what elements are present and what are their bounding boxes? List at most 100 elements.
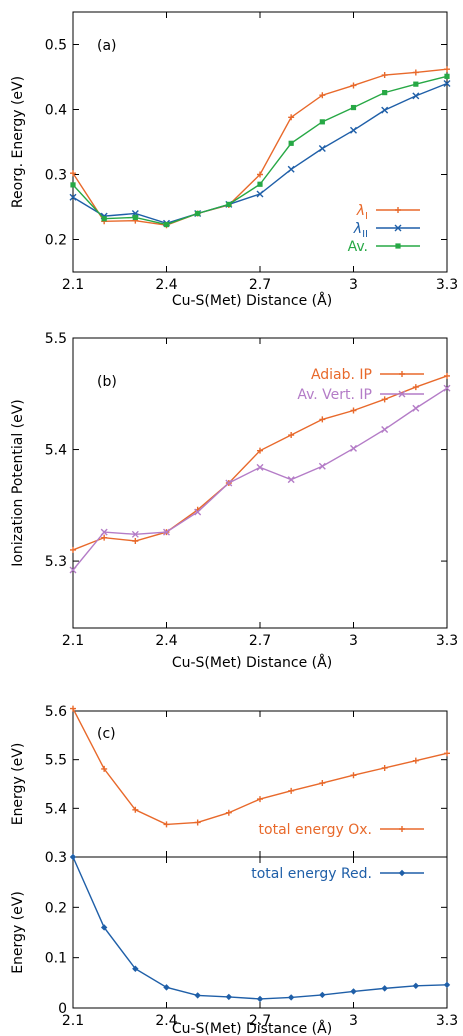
x-tick-label: 2.1 — [62, 633, 84, 649]
data-point — [444, 73, 450, 79]
data-point — [443, 981, 451, 989]
data-point — [319, 119, 325, 125]
series-line — [72, 387, 448, 571]
data-point — [163, 528, 170, 536]
legend-label: λI — [356, 203, 368, 222]
series-0 — [69, 853, 451, 1003]
y-tick-label: 0.3 — [45, 850, 67, 866]
legend-swatch-marker — [395, 207, 401, 213]
data-point — [350, 104, 357, 111]
data-point — [319, 991, 326, 999]
legend-swatch-marker — [399, 371, 405, 377]
data-point — [101, 216, 107, 222]
data-point — [226, 201, 232, 207]
x-tick-label: 2.4 — [155, 1013, 177, 1029]
y-tick-label: 5.6 — [45, 704, 67, 720]
data-point — [381, 764, 388, 771]
panel-label: (a) — [97, 38, 117, 54]
data-point — [350, 988, 357, 995]
series-0 — [70, 372, 450, 553]
chart-panel-c-ox: 5.4 5.5 5.6 Energy (eV) (c) total energy Ox. — [10, 704, 450, 858]
data-point — [287, 994, 295, 1001]
panel-label: (b) — [97, 374, 117, 390]
series-0 — [70, 705, 450, 828]
y-axis-title: Energy (eV) — [10, 891, 26, 974]
series-line — [72, 75, 448, 226]
data-point — [444, 66, 450, 73]
panel-label: (c) — [97, 726, 116, 742]
data-point — [70, 705, 76, 712]
x-tick-label: 2.1 — [62, 1013, 84, 1029]
y-tick-label: 5.5 — [45, 331, 67, 347]
legend-label: Av. — [348, 239, 368, 255]
data-point — [412, 92, 420, 100]
data-point — [412, 384, 419, 391]
data-point — [319, 416, 326, 423]
legend-label-main: λ — [353, 221, 362, 237]
series-line — [72, 375, 448, 551]
y-tick-label: 5.3 — [45, 554, 67, 570]
y-tick-label: 0.2 — [45, 233, 67, 249]
data-point — [132, 214, 138, 220]
data-point — [287, 476, 295, 484]
series-line — [72, 82, 448, 224]
series-line — [72, 68, 448, 226]
data-point — [350, 407, 357, 414]
data-point — [318, 462, 326, 470]
data-point — [257, 171, 263, 178]
x-axis-title: Cu-S(Met) Distance (Å) — [172, 1020, 332, 1036]
y-tick-label: 5.4 — [45, 801, 67, 817]
x-tick-label: 3 — [349, 277, 358, 293]
x-tick-label: 2.7 — [249, 1013, 271, 1029]
series-1 — [69, 80, 451, 227]
legend-swatch-marker — [399, 826, 405, 832]
data-point — [101, 534, 108, 541]
data-point — [350, 126, 357, 134]
data-point — [100, 528, 108, 536]
data-point — [194, 819, 201, 826]
legend-label-subscript: I — [365, 211, 368, 222]
plot-frame — [72, 337, 448, 629]
x-axis-title: Cu-S(Met) Distance (Å) — [172, 654, 332, 671]
data-point — [412, 69, 419, 76]
data-point — [225, 479, 233, 487]
x-tick-label: 2.4 — [155, 277, 177, 293]
data-point — [381, 396, 388, 403]
data-point — [288, 432, 295, 439]
data-point — [444, 750, 450, 757]
data-point — [350, 82, 357, 89]
data-point — [382, 90, 388, 96]
x-tick-label: 2.1 — [62, 277, 84, 293]
data-point — [69, 193, 77, 201]
data-point — [444, 372, 450, 379]
data-point — [381, 72, 388, 79]
x-tick-label: 3 — [349, 1013, 358, 1029]
y-tick-label: 5.5 — [45, 753, 67, 769]
data-point — [132, 965, 139, 972]
legend-label: Adiab. IP — [311, 367, 372, 383]
legend-label: λII — [353, 221, 368, 240]
data-point — [132, 538, 139, 544]
y-tick-label: 0.3 — [45, 168, 67, 184]
data-point — [319, 780, 326, 787]
data-point — [443, 384, 451, 392]
data-point — [288, 787, 295, 794]
x-tick-label: 3 — [349, 633, 358, 649]
legend-label-subscript: II — [362, 229, 368, 240]
data-point — [163, 984, 170, 991]
data-point — [318, 145, 326, 152]
legend-label-main: λ — [356, 203, 365, 219]
y-tick-label: 0.1 — [45, 951, 67, 967]
data-point — [225, 993, 233, 1001]
data-point — [287, 165, 295, 173]
series-line — [72, 708, 448, 826]
y-axis-title: Reorg. Energy (eV) — [10, 76, 26, 208]
x-tick-label: 2.7 — [249, 277, 271, 293]
data-point — [413, 81, 419, 87]
legend-label: total energy Red. — [251, 866, 372, 882]
data-point — [131, 530, 139, 538]
data-point — [70, 182, 76, 188]
data-point — [381, 425, 389, 433]
data-point — [381, 985, 388, 992]
